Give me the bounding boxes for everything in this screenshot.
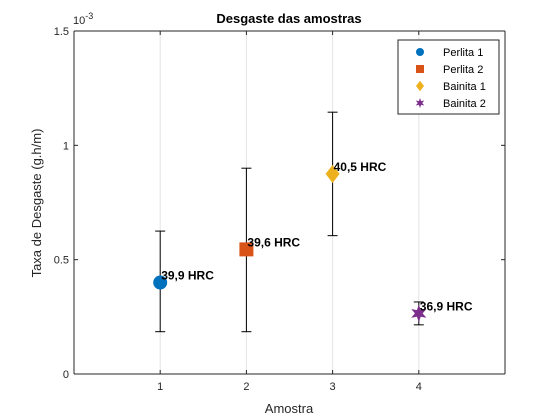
data-point: [153, 275, 168, 290]
data-point: [325, 164, 340, 184]
data-point: [411, 304, 427, 323]
x-tick-label: 3: [330, 381, 336, 393]
legend-label: Bainita 2: [443, 98, 486, 110]
legend-label: Perlita 2: [443, 64, 483, 76]
y-tick-label: 1: [63, 140, 69, 152]
y-exponent-base: 10: [73, 15, 85, 27]
legend-marker: [416, 48, 424, 56]
data-label: 36,9 HRC: [420, 299, 473, 313]
data-label: 39,6 HRC: [247, 235, 300, 249]
legend-label: Bainita 1: [443, 81, 486, 93]
data-label: 40,5 HRC: [334, 160, 387, 174]
chart-title: Desgaste das amostras: [216, 11, 361, 26]
y-tick-label: 1.5: [54, 26, 69, 38]
legend: Perlita 1 Perlita 2 Bainita 1 Bainita 2: [397, 39, 500, 115]
legend-marker: [416, 65, 424, 73]
x-tick-label: 2: [243, 381, 249, 393]
legend-marker: [416, 80, 424, 92]
x-axis-title: Amostra: [265, 401, 314, 416]
legend-box: [397, 39, 500, 115]
data-label: 39,9 HRC: [161, 269, 214, 283]
y-axis-exponent: 10-3: [73, 11, 93, 27]
y-exponent-power: -3: [85, 11, 93, 21]
x-tick-label: 4: [416, 381, 422, 393]
y-axis-title: Taxa de Desgaste (g.h/m): [29, 129, 44, 278]
data-point: [239, 242, 254, 257]
legend-marker: [415, 98, 425, 108]
x-tick-label: 1: [157, 381, 163, 393]
y-tick-label: 0: [63, 369, 69, 381]
y-tick-label: 0.5: [54, 255, 69, 267]
legend-label: Perlita 1: [443, 47, 483, 59]
